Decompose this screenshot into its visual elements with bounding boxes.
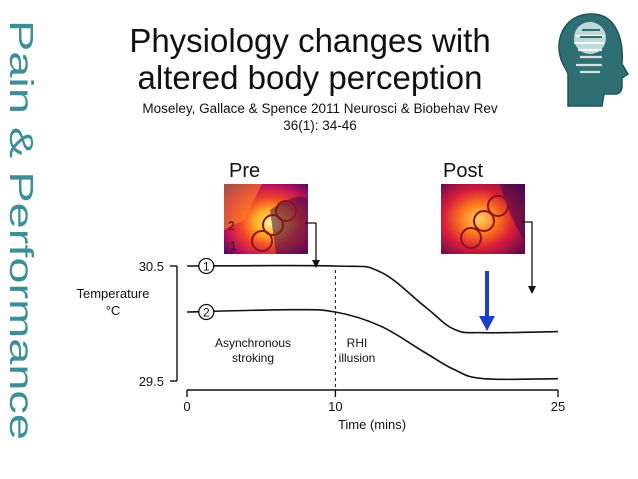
x-axis-label: Time (mins) (338, 417, 406, 432)
post-thermal-image (441, 184, 525, 254)
side-brand-text: Pain & Performance (3, 20, 40, 440)
slide-title: Physiology changes with altered body per… (60, 22, 560, 96)
phase1-label-line-2: stroking (232, 351, 274, 365)
post-pointer-head (528, 286, 536, 294)
y-axis-label-line-1: Temperature (77, 286, 150, 301)
series-line-1 (186, 264, 559, 334)
series-line-2 (186, 308, 559, 381)
pre-pointer (305, 222, 317, 263)
series-marker-1 (198, 257, 215, 275)
side-brand-label: Pain & Performance (3, 20, 40, 440)
title-line-2: altered body perception (137, 59, 483, 96)
series-marker-2 (198, 303, 215, 321)
post-label: Post (443, 160, 483, 182)
y-axis-label-line-2: °C (106, 303, 121, 318)
pre-roi-label-1: 1 (230, 239, 237, 253)
series-marker-label-2: 2 (203, 306, 210, 320)
x-tick-label: 0 (183, 399, 190, 414)
pre-label: Pre (229, 160, 260, 182)
x-ticks: 0 10 25 (183, 390, 565, 414)
head-word-cloud-icon (558, 13, 630, 107)
series-marker-label-1: 1 (203, 260, 210, 274)
pre-thermal-image: 2 1 (224, 184, 308, 254)
title-line-1: Physiology changes with (129, 22, 491, 59)
x-tick-label: 10 (328, 399, 342, 414)
citation-line-1: Moseley, Gallace & Spence 2011 Neurosci … (142, 101, 498, 116)
y-tick-label-high: 30.5 (139, 259, 164, 274)
citation: Moseley, Gallace & Spence 2011 Neurosci … (60, 100, 580, 134)
post-marker-arrow-head (479, 316, 495, 331)
citation-line-2: 36(1): 34-46 (283, 118, 357, 133)
series-layer: 12 (186, 257, 559, 381)
phase1-label-line-1: Asynchronous (215, 336, 291, 350)
phase2-label-line-1: RHI (347, 336, 368, 350)
pre-pointer-head (312, 260, 320, 268)
post-pointer (522, 221, 533, 289)
y-tick-label-low: 29.5 (139, 374, 164, 389)
pre-roi-label-2: 2 (228, 219, 235, 233)
phase2-label-line-2: illusion (339, 351, 376, 365)
x-tick-label: 25 (551, 399, 565, 414)
